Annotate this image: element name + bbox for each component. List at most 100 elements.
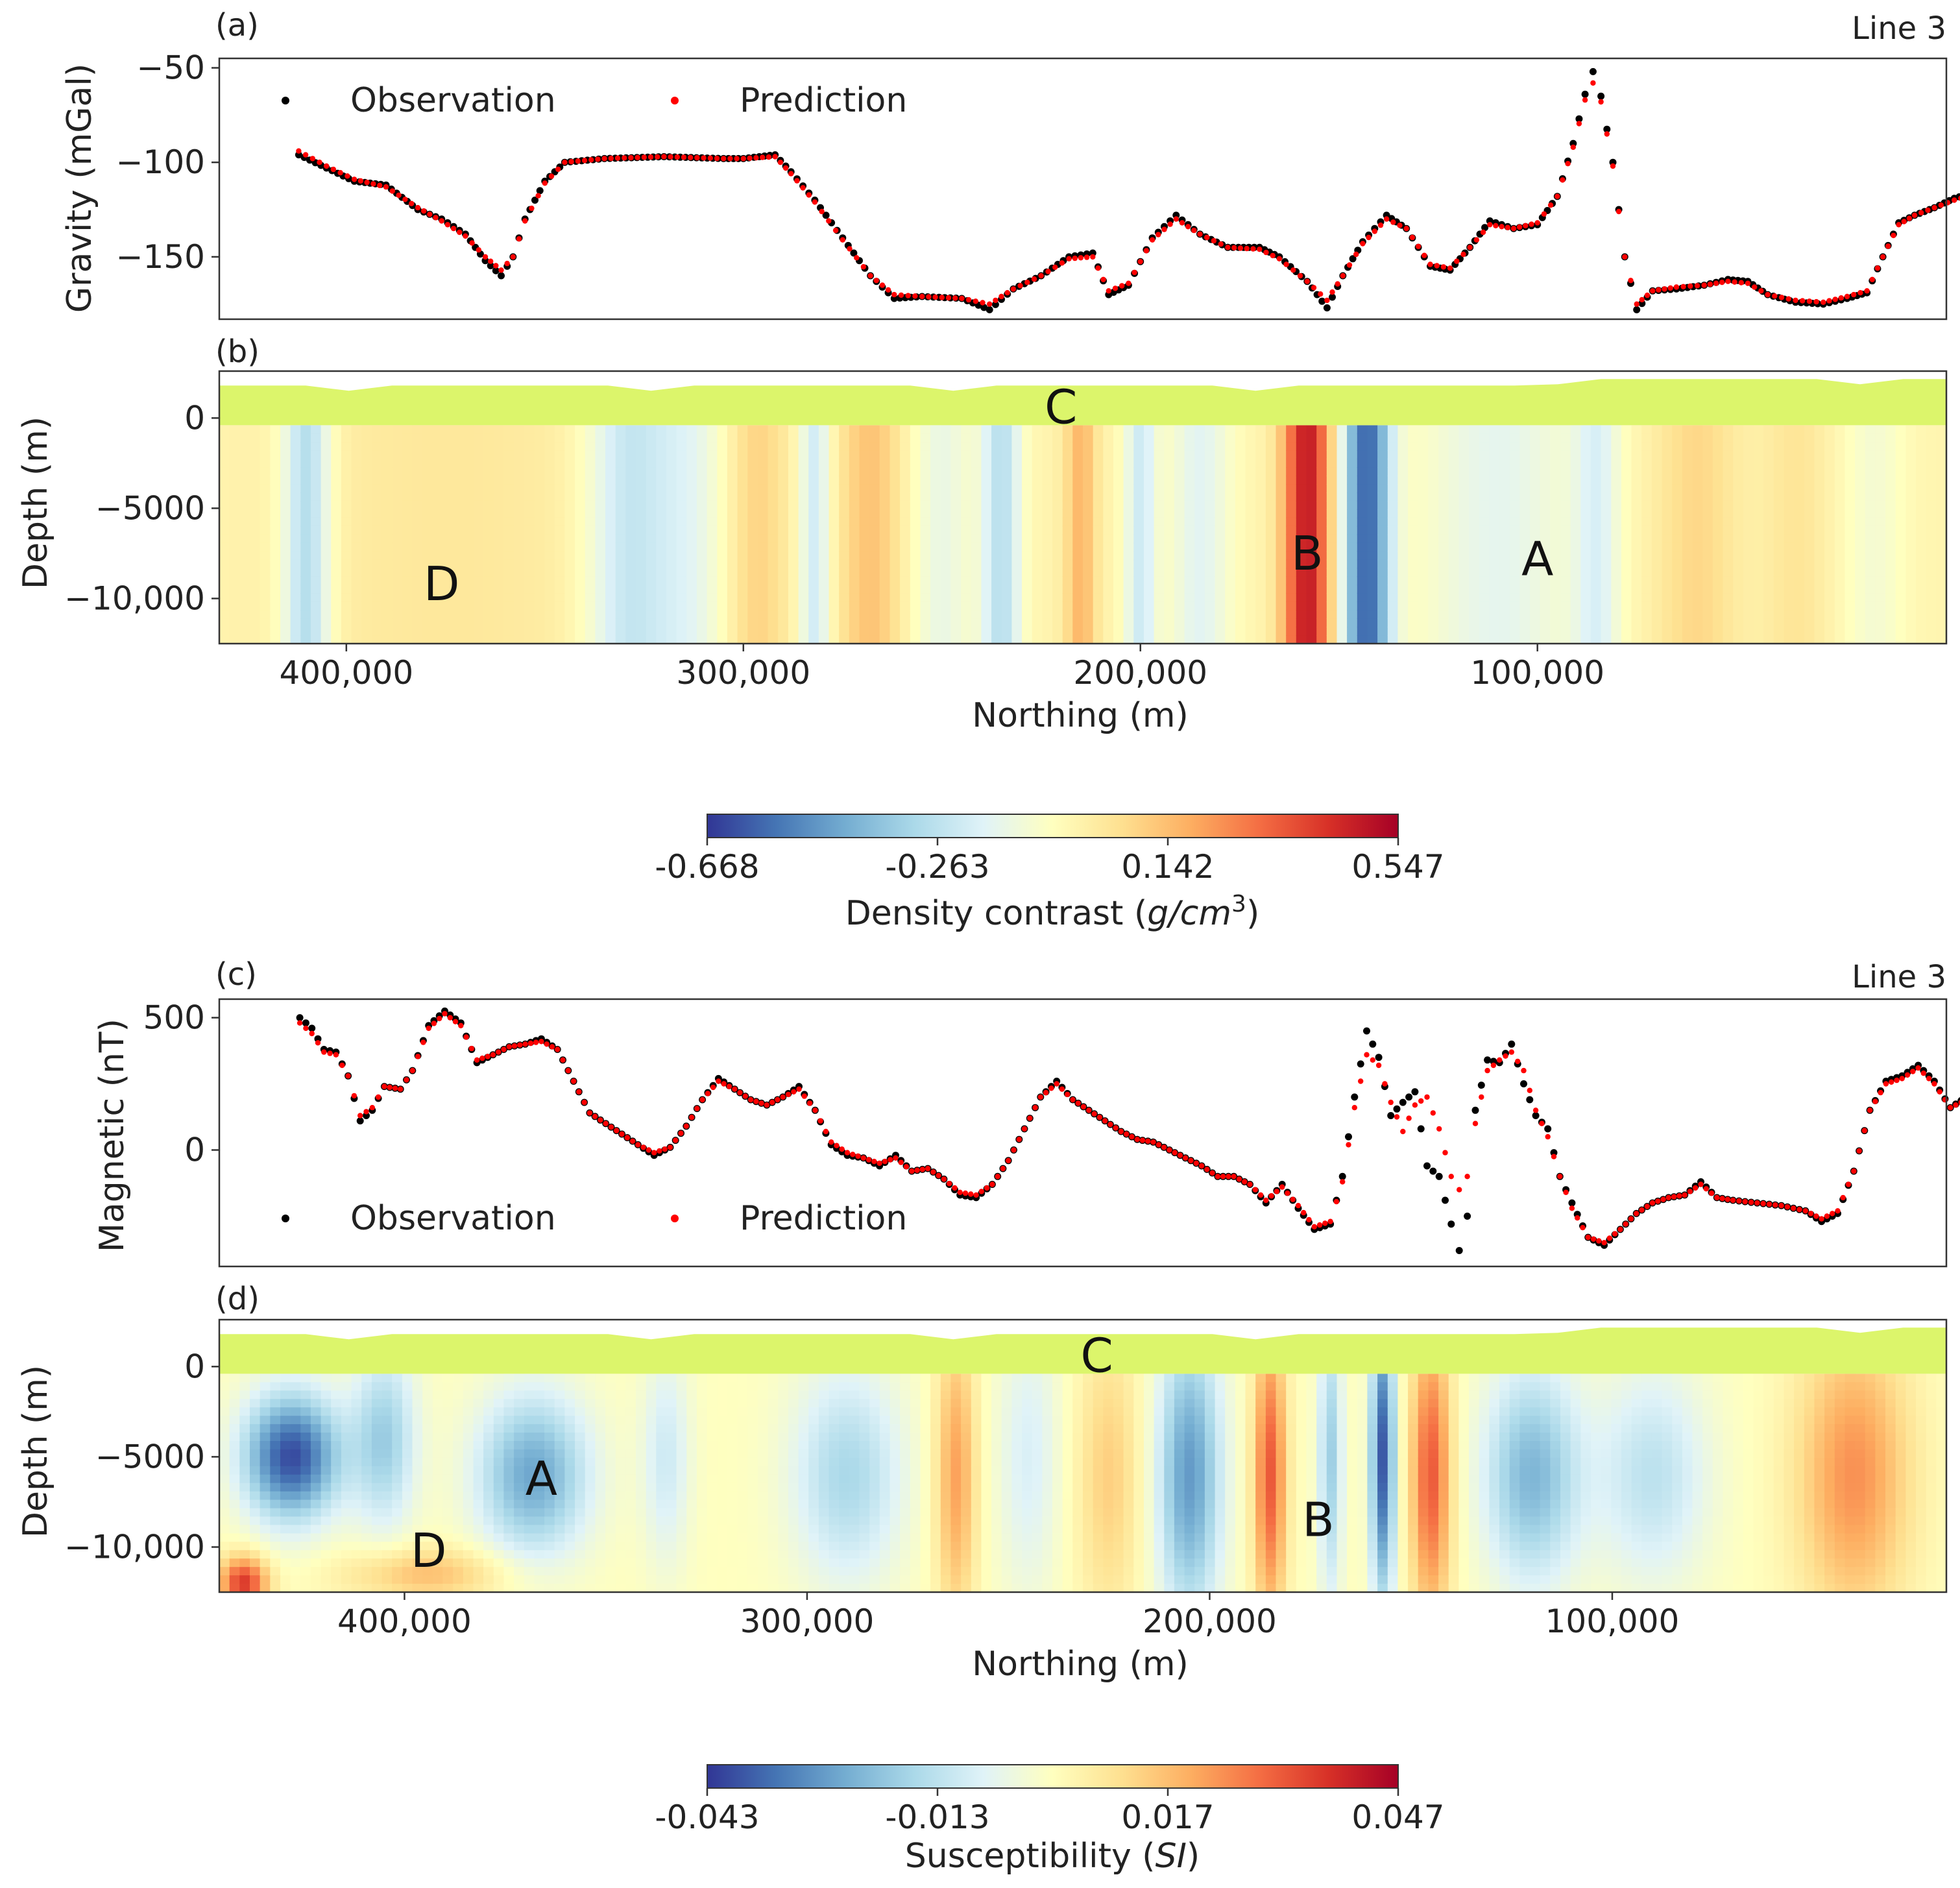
heat-cell-b [1042, 492, 1053, 502]
heat-cell-b [707, 526, 718, 535]
heat-cell-b [1824, 467, 1835, 476]
point-a-1 [1290, 267, 1296, 273]
heat-cell-b [1855, 601, 1866, 611]
point-a-1 [987, 301, 993, 307]
point-a-1 [614, 155, 621, 161]
heat-cell-b [1692, 467, 1703, 476]
heat-cell-b [351, 517, 363, 527]
heat-cell-b [1530, 442, 1541, 451]
heat-cell-b [402, 576, 413, 586]
heat-cell-b [290, 542, 302, 552]
heat-cell-b [1519, 517, 1530, 527]
heat-cell-b [1448, 551, 1460, 561]
heat-cell-b [818, 534, 830, 544]
heat-cell-b [1428, 500, 1439, 510]
heat-cell-b [1133, 500, 1144, 510]
heat-cell-b [1906, 425, 1917, 435]
heat-cell-b [1164, 534, 1175, 544]
point-a-1 [1650, 288, 1656, 294]
heat-cell-b [1255, 484, 1266, 493]
heat-cell-b [1215, 526, 1226, 535]
heat-cell-b [869, 635, 880, 644]
heat-cell-b [422, 484, 433, 493]
heat-cell-b [1438, 467, 1449, 476]
heat-cell-b [514, 534, 525, 544]
point-a-1 [1173, 216, 1180, 222]
heat-cell-b [1824, 618, 1835, 627]
heat-cell-b [1001, 459, 1013, 468]
heat-cell-b [920, 450, 931, 459]
heat-cell-b [260, 442, 271, 451]
heat-cell-b [778, 585, 789, 594]
heat-cell-b [1357, 459, 1368, 468]
heat-cell-b [310, 534, 322, 544]
heat-cell-b [1540, 559, 1551, 569]
heat-cell-b [250, 509, 261, 518]
heat-cell-b [1845, 635, 1856, 644]
heat-cell-b [615, 442, 627, 451]
heat-cell-b [636, 433, 647, 443]
heat-cell-b [1855, 425, 1866, 435]
heat-cell-b [808, 534, 819, 544]
heat-cell-b [1174, 484, 1185, 493]
heat-cell-b [300, 618, 311, 627]
heat-cell-b [1560, 576, 1571, 586]
heat-cell-b [1164, 627, 1175, 636]
heat-cell-b [930, 433, 941, 443]
heat-cell-b [1438, 517, 1449, 527]
heat-cell-b [290, 467, 302, 476]
heat-cell-b [514, 509, 525, 518]
heat-cell-b [351, 585, 363, 594]
heat-cell-b [1286, 476, 1297, 485]
heat-cell-b [1367, 551, 1378, 561]
heat-cell-b [1215, 559, 1226, 569]
heat-cell-b [1651, 627, 1663, 636]
heat-cell-b [250, 542, 261, 552]
heat-cell-b [1458, 534, 1470, 544]
heat-cell-b [1469, 618, 1480, 627]
heat-cell-b [341, 517, 352, 527]
heat-cell-b [1530, 534, 1541, 544]
heat-cell-b [1235, 601, 1246, 611]
heat-cell-b [961, 425, 972, 435]
heat-cell-b [381, 551, 393, 561]
heat-cell-b [1204, 618, 1216, 627]
heat-cell-b [1225, 450, 1236, 459]
heat-cell-b [849, 450, 860, 459]
heat-cell-b [1499, 500, 1510, 510]
heat-cell-b [991, 601, 1002, 611]
heat-cell-b [1530, 627, 1541, 636]
heat-cell-b [1326, 559, 1338, 569]
heat-cell-b [1621, 534, 1632, 544]
heat-cell-b [615, 517, 627, 527]
heat-cell-b [1123, 492, 1135, 502]
heat-cell-b [646, 610, 657, 619]
heat-cell-b [1834, 542, 1846, 552]
heat-cell-b [575, 450, 586, 459]
heat-cell-b [544, 433, 555, 443]
point-a-1 [1719, 280, 1725, 285]
heat-cell-b [1702, 593, 1713, 602]
heat-cell-b [1347, 551, 1358, 561]
heat-cell-b [1611, 585, 1622, 594]
heat-cell-b [534, 425, 545, 435]
heat-cell-b [442, 425, 454, 435]
y-axis-title-gravity: Gravity (mGal) [60, 64, 99, 313]
heat-cell-b [1519, 534, 1530, 544]
heat-cell-b [910, 425, 921, 435]
heat-cell-b [1885, 534, 1896, 544]
heat-cell-b [514, 610, 525, 619]
heat-cell-b [727, 635, 738, 644]
heat-cell-b [1326, 534, 1338, 544]
heat-cell-b [1245, 425, 1256, 435]
heat-cell-b [727, 484, 738, 493]
heat-cell-b [859, 568, 870, 577]
point-a-1 [1397, 223, 1403, 228]
heat-cell-b [1184, 534, 1196, 544]
heat-cell-b [778, 467, 789, 476]
heat-cell-b [1316, 551, 1327, 561]
heat-cell-b [991, 459, 1002, 468]
heat-cell-b [1458, 450, 1470, 459]
heat-cell-b [829, 551, 840, 561]
heat-cell-b [1773, 526, 1785, 535]
